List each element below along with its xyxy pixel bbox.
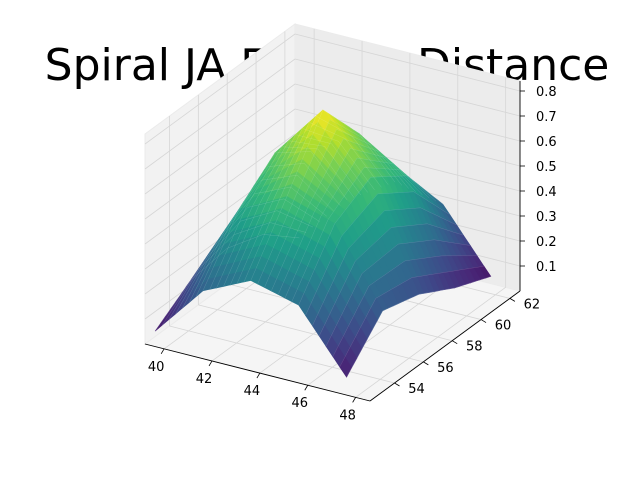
z-tick-label: 0.6 [536,135,557,150]
axis-ticks: 40 42 44 46 48 54 56 58 60 62 0.1 0.2 0.3 0.4 0.5 0.6 0.… [148,85,557,423]
surface-mesh-line [257,119,403,285]
surface-mesh-line [277,148,423,295]
grid-x-floor [307,274,459,386]
grid-z-wallx [144,83,296,195]
grid-z-wally [294,58,521,117]
x-tick-label: 40 [148,360,165,375]
x-tick-label: 42 [196,372,213,387]
x-tick-label: 46 [291,396,308,411]
x-tick [352,397,356,403]
grid-y-floor [198,304,424,363]
surface-mesh-line [175,198,320,315]
z-tick-label: 0.2 [536,235,557,250]
grid-x-floor [355,287,506,398]
z-tick-label: 0.4 [536,185,557,200]
grid-y-floor [169,325,395,384]
x-tick [304,385,309,391]
z-tick-label: 0.7 [536,110,557,125]
surface-patch [339,356,353,378]
x-axis-line [144,343,371,402]
grid-z-wallx [144,133,296,245]
surface-mesh-line [209,146,355,290]
surface-mesh-line [195,163,341,297]
surface-mesh-line [168,210,314,320]
z-tick-label: 0.3 [536,210,557,225]
grid-z-wallx [144,108,296,220]
surface-mesh-line [291,167,437,302]
surface-mesh-line [236,121,382,284]
surface-mesh-line [332,255,478,357]
y-tick-label: 62 [524,297,541,312]
grid-z-wally [294,83,521,142]
grid-z-wallx [144,58,296,170]
y-tick [452,340,458,345]
z-tick-label: 0.5 [536,160,557,175]
surface-mesh-line [318,223,464,337]
surface-plot [154,109,492,378]
surface-mesh-line [305,191,450,316]
y-tick [509,298,516,302]
surface-mesh-line [154,234,300,332]
x-tick [256,372,261,379]
z-tick-label: 0.1 [536,260,557,275]
surface-mesh-line [216,140,362,289]
y-tick [480,319,487,323]
surface-mesh-line [298,175,444,306]
y-tick-label: 56 [437,361,454,376]
surface-mesh-line [284,157,430,299]
surface-mesh-line [189,174,334,303]
y-tick-label: 58 [466,340,483,355]
surface-mesh-line [271,138,416,292]
grid-z-wally [294,33,521,92]
surface-mesh-line [161,222,307,326]
surface-mesh-line [325,239,471,347]
x-tick [160,348,165,355]
surface-mesh-line [182,186,327,309]
y-tick-label: 54 [408,382,425,397]
y-tick-label: 60 [495,319,512,334]
y-tick [423,361,429,366]
surface-mesh-line [264,128,409,288]
surface-mesh-line [346,276,491,378]
x-tick-label: 48 [339,408,356,423]
surface-mesh-line [312,207,457,326]
x-tick-label: 44 [244,384,261,399]
y-axis-line [369,290,521,402]
surface-mesh-line [250,109,396,281]
z-tick-label: 0.8 [536,85,557,100]
grid-z-wallx [144,33,296,145]
surface-mesh-line [243,115,389,282]
surface-mesh-line [223,134,368,287]
x-tick [208,360,213,367]
y-tick [394,382,400,387]
surface-mesh-line [202,151,348,291]
surface-mesh-line [230,128,375,285]
surface-mesh-line [339,265,484,368]
